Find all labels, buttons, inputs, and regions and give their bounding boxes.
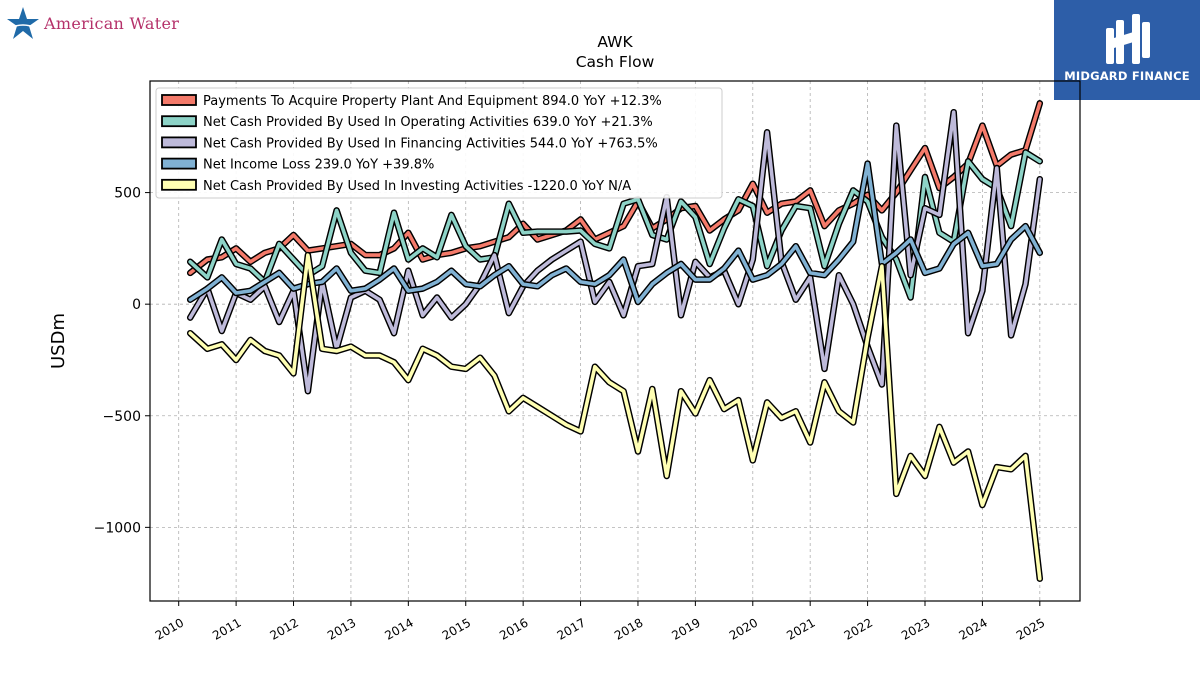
legend-entry-label: Net Cash Provided By Used In Operating A… bbox=[203, 115, 653, 130]
y-tick-label: −500 bbox=[103, 409, 141, 425]
american-water-logo-text: American Water bbox=[44, 13, 180, 33]
x-tick-label: 2024 bbox=[956, 615, 989, 642]
series-line bbox=[188, 161, 1042, 304]
legend: Payments To Acquire Property Plant And E… bbox=[155, 87, 723, 199]
series-line-outline bbox=[186, 251, 1044, 582]
american-water-logo: American Water bbox=[6, 6, 179, 40]
y-axis-label: USDm bbox=[48, 313, 69, 369]
midgard-finance-logo: MIDGARD FINANCE bbox=[1054, 0, 1200, 100]
y-tick-label: −1000 bbox=[94, 520, 141, 536]
x-tick-label: 2016 bbox=[497, 615, 530, 642]
midgard-finance-logo-text: MIDGARD FINANCE bbox=[1064, 69, 1190, 83]
x-tick-label: 2019 bbox=[669, 615, 702, 642]
x-tick-label: 2012 bbox=[268, 615, 301, 642]
x-tick-label: 2022 bbox=[842, 615, 875, 642]
y-tick-label: 500 bbox=[114, 186, 141, 202]
series-line bbox=[188, 150, 1042, 300]
legend-box bbox=[155, 87, 723, 199]
legend-entry-label: Payments To Acquire Property Plant And E… bbox=[203, 94, 662, 109]
x-tick-label: 2025 bbox=[1014, 615, 1047, 642]
x-tick-label: 2020 bbox=[727, 615, 760, 642]
x-tick-label: 2023 bbox=[899, 615, 932, 642]
legend-swatch bbox=[161, 157, 197, 170]
x-tick-label: 2021 bbox=[784, 615, 817, 642]
plot-frame bbox=[149, 80, 1081, 602]
legend-entry-label: Net Cash Provided By Used In Financing A… bbox=[203, 136, 658, 151]
x-tick-label: 2018 bbox=[612, 615, 645, 642]
legend-swatch bbox=[161, 178, 197, 191]
legend-swatch bbox=[161, 115, 197, 128]
axes: −1000 −500 0 500 2010 2011 2012 2013 2014 2015 201… bbox=[94, 186, 1048, 643]
star-icon bbox=[7, 7, 39, 39]
x-tick-label: 2015 bbox=[440, 615, 473, 642]
x-tick-label: 2014 bbox=[382, 615, 415, 642]
chart-subtitle: Cash Flow bbox=[576, 53, 655, 71]
legend-entry-label: Net Cash Provided By Used In Investing A… bbox=[203, 179, 631, 194]
series-lines bbox=[186, 100, 1044, 582]
legend-entry-label: Net Income Loss 239.0 YoY +39.8% bbox=[203, 158, 434, 173]
series-line bbox=[188, 110, 1042, 393]
x-tick-label: 2010 bbox=[153, 615, 186, 642]
x-tick-label: 2017 bbox=[555, 615, 588, 642]
legend-swatch bbox=[161, 136, 197, 149]
series-line bbox=[188, 253, 1042, 581]
y-tick-label: 0 bbox=[132, 297, 141, 313]
legend-swatch bbox=[161, 94, 197, 106]
x-tick-label: 2011 bbox=[210, 615, 243, 642]
x-tick-label: 2013 bbox=[325, 615, 358, 642]
chart-title: AWK bbox=[597, 33, 633, 51]
midgard-emblem-icon bbox=[1106, 14, 1150, 64]
